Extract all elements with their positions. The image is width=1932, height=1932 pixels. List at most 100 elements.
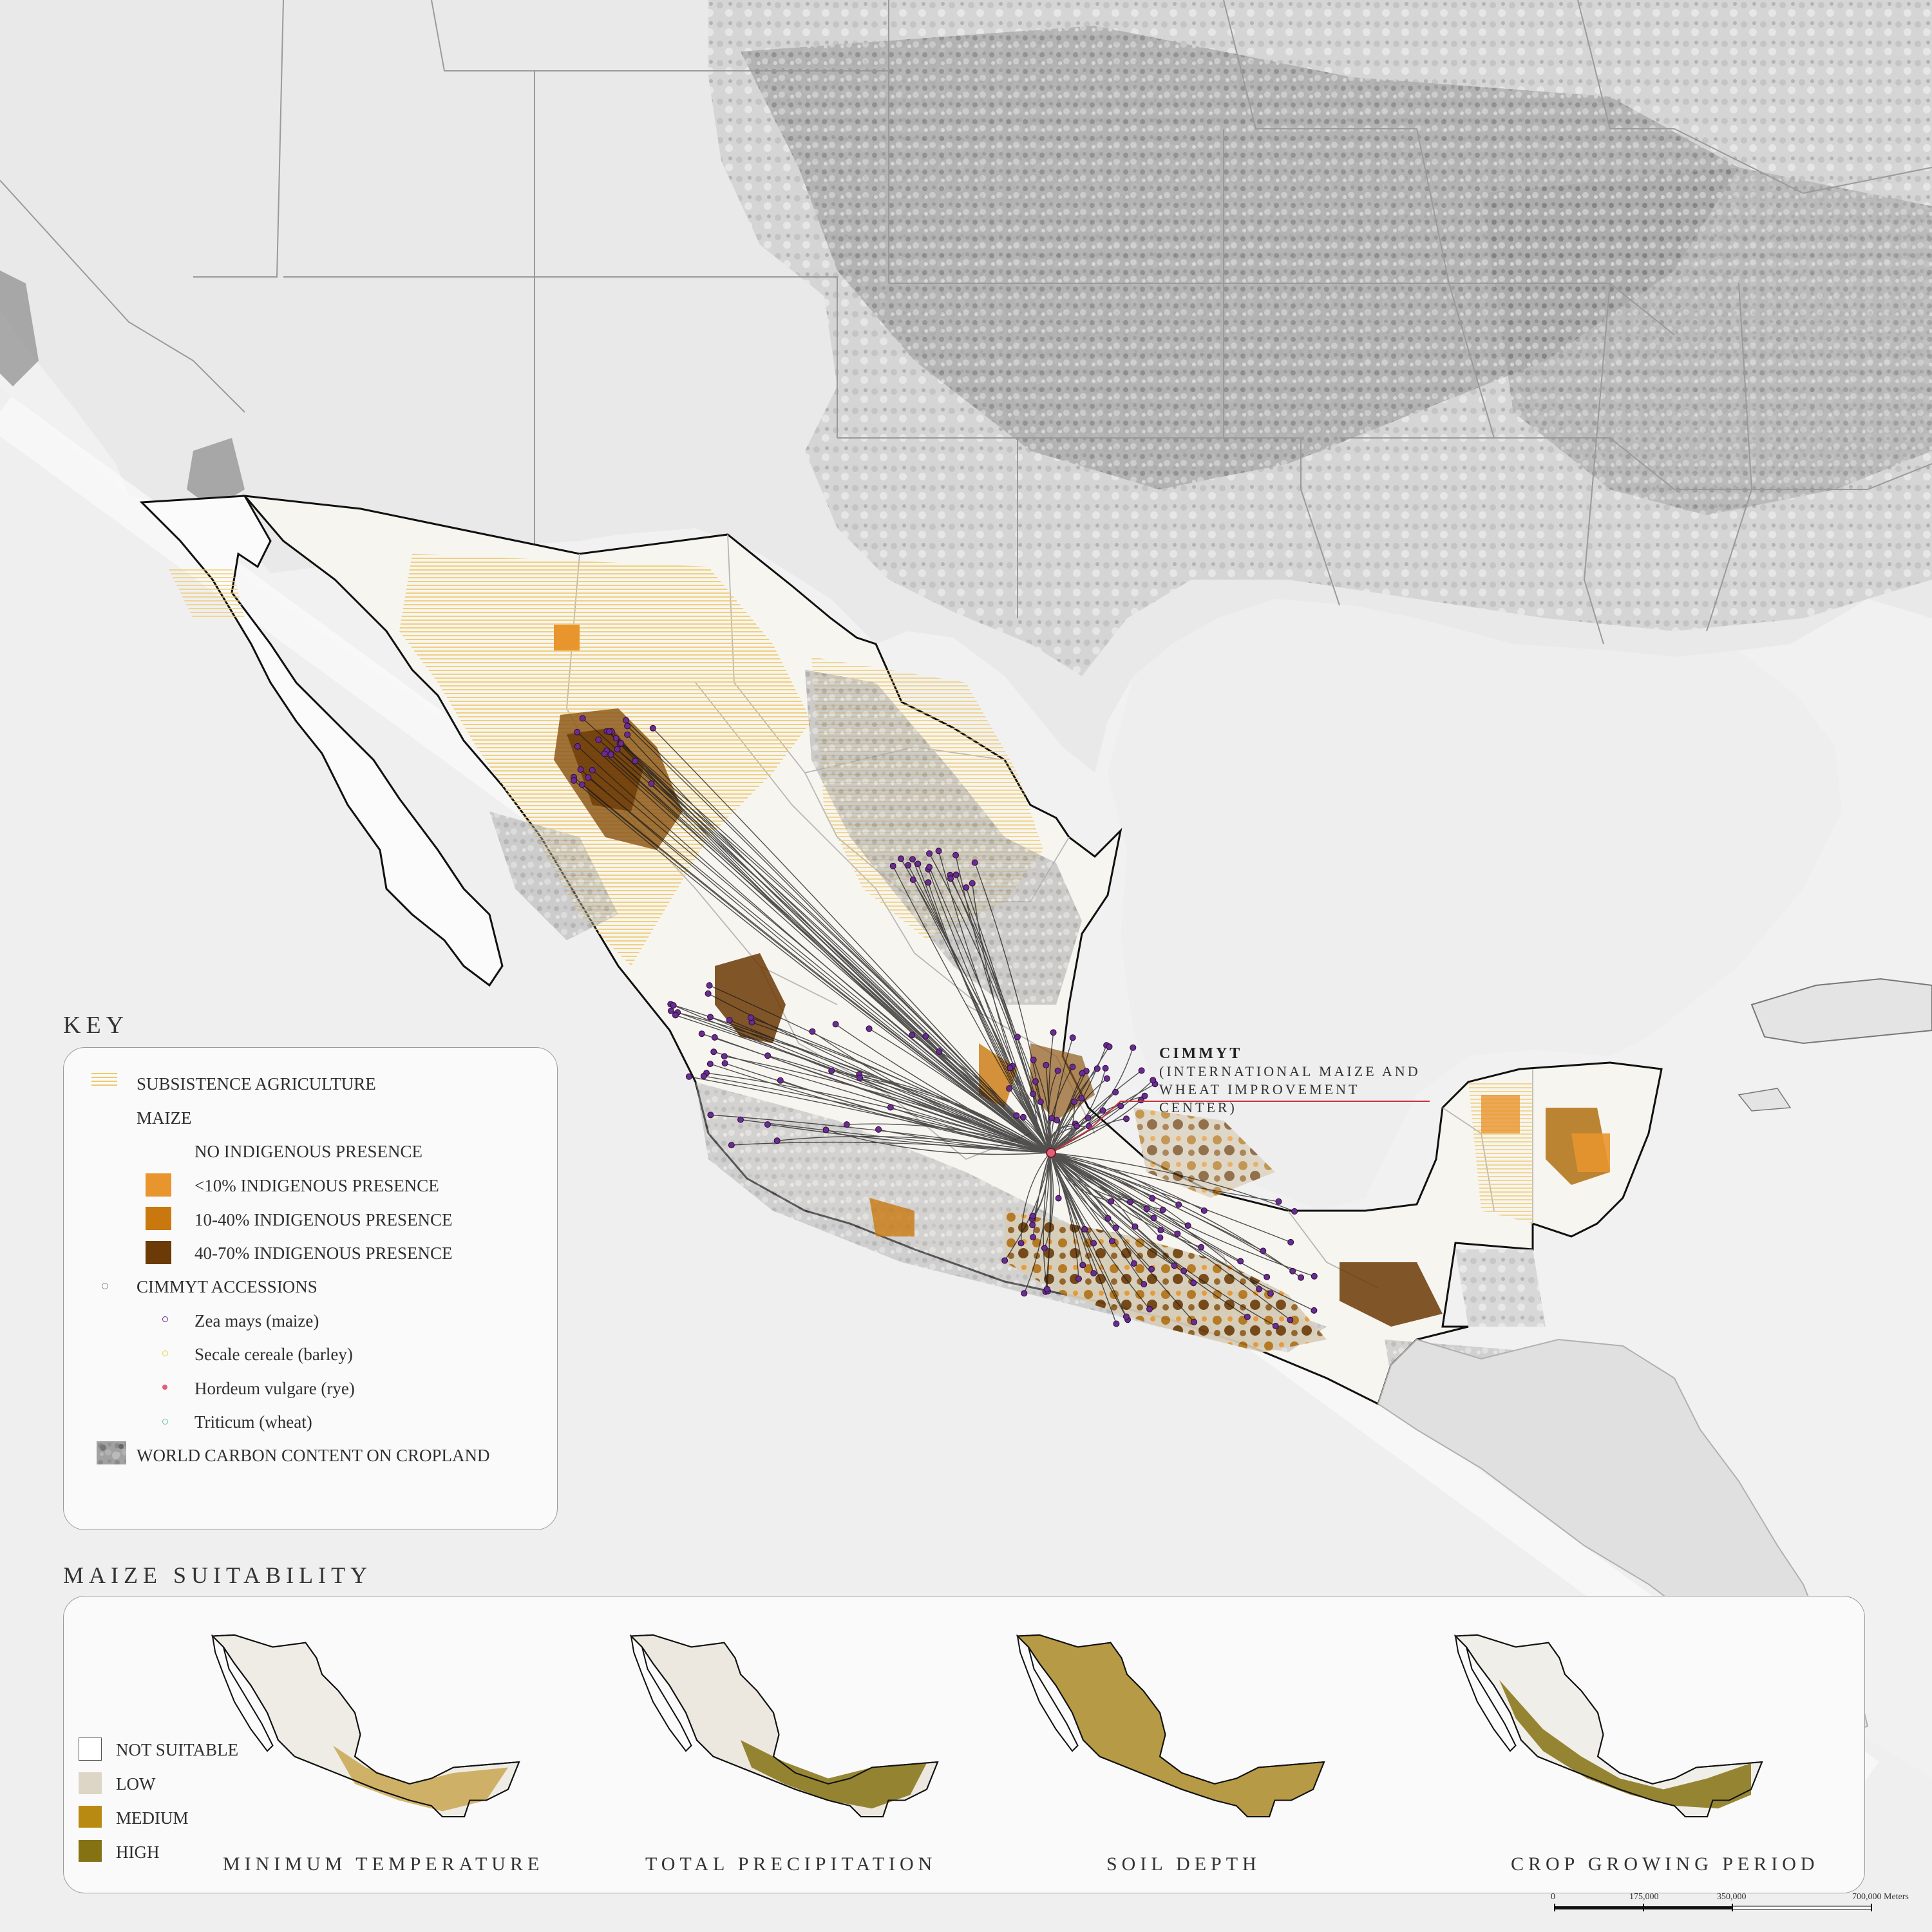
accession-point[interactable] bbox=[1084, 1114, 1092, 1121]
accession-point[interactable] bbox=[700, 1072, 707, 1079]
accession-point[interactable] bbox=[578, 781, 585, 788]
accession-point[interactable] bbox=[832, 1021, 839, 1028]
accession-point[interactable] bbox=[747, 1014, 754, 1021]
accession-point[interactable] bbox=[822, 1126, 829, 1133]
accession-point[interactable] bbox=[624, 723, 631, 730]
accession-point[interactable] bbox=[1289, 1267, 1296, 1274]
accession-point[interactable] bbox=[926, 864, 933, 871]
accession-point[interactable] bbox=[947, 875, 954, 882]
accession-point[interactable] bbox=[936, 1048, 943, 1055]
accession-point[interactable] bbox=[1244, 1313, 1251, 1320]
accession-point[interactable] bbox=[1055, 1195, 1062, 1202]
accession-point[interactable] bbox=[1112, 1224, 1119, 1231]
accession-point[interactable] bbox=[672, 1012, 679, 1019]
accession-point[interactable] bbox=[963, 884, 970, 891]
accession-point[interactable] bbox=[1180, 1267, 1188, 1274]
accession-point[interactable] bbox=[605, 728, 612, 735]
accession-point[interactable] bbox=[632, 757, 639, 764]
accession-point[interactable] bbox=[1054, 1067, 1061, 1074]
accession-point[interactable] bbox=[1123, 1115, 1130, 1122]
accession-point[interactable] bbox=[875, 1126, 882, 1133]
accession-point[interactable] bbox=[1198, 1244, 1205, 1251]
accession-point[interactable] bbox=[857, 1074, 863, 1081]
accession-point[interactable] bbox=[764, 1052, 772, 1059]
accession-point[interactable] bbox=[764, 1121, 771, 1128]
accession-point[interactable] bbox=[1146, 1305, 1153, 1312]
accession-point[interactable] bbox=[828, 1067, 835, 1074]
accession-point[interactable] bbox=[1311, 1307, 1318, 1314]
accession-point[interactable] bbox=[571, 777, 578, 784]
accession-point[interactable] bbox=[648, 780, 655, 787]
accession-point[interactable] bbox=[1130, 1044, 1137, 1051]
accession-point[interactable] bbox=[1007, 1065, 1014, 1072]
accession-point[interactable] bbox=[670, 1002, 677, 1009]
accession-point[interactable] bbox=[1150, 1077, 1157, 1084]
accession-point[interactable] bbox=[1006, 1085, 1013, 1092]
accession-point[interactable] bbox=[1138, 1067, 1145, 1074]
accession-point[interactable] bbox=[1090, 1240, 1097, 1247]
accession-point[interactable] bbox=[1079, 1070, 1086, 1077]
accession-point[interactable] bbox=[773, 1137, 781, 1144]
accession-point[interactable] bbox=[1131, 1260, 1137, 1267]
accession-point[interactable] bbox=[905, 862, 912, 869]
accession-point[interactable] bbox=[1190, 1280, 1197, 1287]
accession-point[interactable] bbox=[707, 1112, 714, 1119]
accession-point[interactable] bbox=[909, 876, 916, 883]
accession-point[interactable] bbox=[1069, 1034, 1076, 1041]
accession-point[interactable] bbox=[777, 1077, 784, 1084]
accession-point[interactable] bbox=[1191, 1318, 1198, 1325]
accession-point[interactable] bbox=[1021, 1290, 1028, 1297]
accession-point[interactable] bbox=[1029, 1222, 1036, 1229]
accession-point[interactable] bbox=[1074, 1122, 1081, 1130]
accession-point[interactable] bbox=[1256, 1285, 1263, 1293]
accession-point[interactable] bbox=[969, 880, 976, 887]
accession-point[interactable] bbox=[737, 1116, 744, 1123]
accession-point[interactable] bbox=[1122, 1313, 1130, 1320]
accession-point[interactable] bbox=[1030, 1234, 1037, 1241]
cimmyt-location-marker[interactable] bbox=[1046, 1148, 1056, 1158]
accession-point[interactable] bbox=[649, 724, 656, 732]
accession-point[interactable] bbox=[1030, 1056, 1037, 1063]
accession-point[interactable] bbox=[705, 990, 712, 997]
accession-point[interactable] bbox=[1103, 1075, 1110, 1082]
accession-point[interactable] bbox=[685, 1073, 692, 1080]
accession-point[interactable] bbox=[618, 740, 625, 747]
accession-point[interactable] bbox=[1275, 1198, 1282, 1205]
accession-point[interactable] bbox=[1108, 1238, 1115, 1245]
accession-point[interactable] bbox=[1013, 1112, 1020, 1119]
accession-point[interactable] bbox=[1094, 1065, 1101, 1072]
accession-point[interactable] bbox=[1032, 1078, 1039, 1085]
accession-point[interactable] bbox=[1043, 1285, 1050, 1293]
accession-point[interactable] bbox=[710, 1048, 717, 1056]
accession-point[interactable] bbox=[1127, 1198, 1133, 1206]
accession-point[interactable] bbox=[1019, 1113, 1027, 1121]
accession-point[interactable] bbox=[809, 1028, 816, 1035]
accession-point[interactable] bbox=[1175, 1201, 1182, 1208]
accession-point[interactable] bbox=[1157, 1234, 1164, 1241]
accession-point[interactable] bbox=[1141, 1281, 1148, 1288]
accession-point[interactable] bbox=[1014, 1034, 1021, 1041]
accession-point[interactable] bbox=[577, 766, 584, 773]
accession-point[interactable] bbox=[1030, 1090, 1037, 1097]
accession-point[interactable] bbox=[1041, 1245, 1048, 1251]
accession-point[interactable] bbox=[1311, 1273, 1318, 1280]
accession-point[interactable] bbox=[574, 728, 581, 735]
accession-point[interactable] bbox=[1069, 1063, 1076, 1070]
accession-point[interactable] bbox=[898, 855, 904, 862]
accession-point[interactable] bbox=[1081, 1226, 1088, 1233]
accession-point[interactable] bbox=[909, 856, 916, 863]
accession-point[interactable] bbox=[579, 715, 586, 722]
accession-point[interactable] bbox=[1287, 1316, 1294, 1323]
accession-point[interactable] bbox=[667, 1007, 674, 1014]
accession-point[interactable] bbox=[574, 743, 581, 750]
accession-point[interactable] bbox=[711, 1034, 718, 1041]
accession-point[interactable] bbox=[1078, 1095, 1085, 1102]
accession-point[interactable] bbox=[698, 1030, 705, 1037]
accession-point[interactable] bbox=[1075, 1275, 1082, 1282]
accession-point[interactable] bbox=[1272, 1323, 1279, 1329]
accession-point[interactable] bbox=[1090, 1270, 1097, 1277]
accession-point[interactable] bbox=[706, 982, 713, 989]
accession-point[interactable] bbox=[889, 862, 896, 869]
accession-point[interactable] bbox=[1143, 1206, 1150, 1213]
accession-point[interactable] bbox=[1108, 1198, 1115, 1205]
